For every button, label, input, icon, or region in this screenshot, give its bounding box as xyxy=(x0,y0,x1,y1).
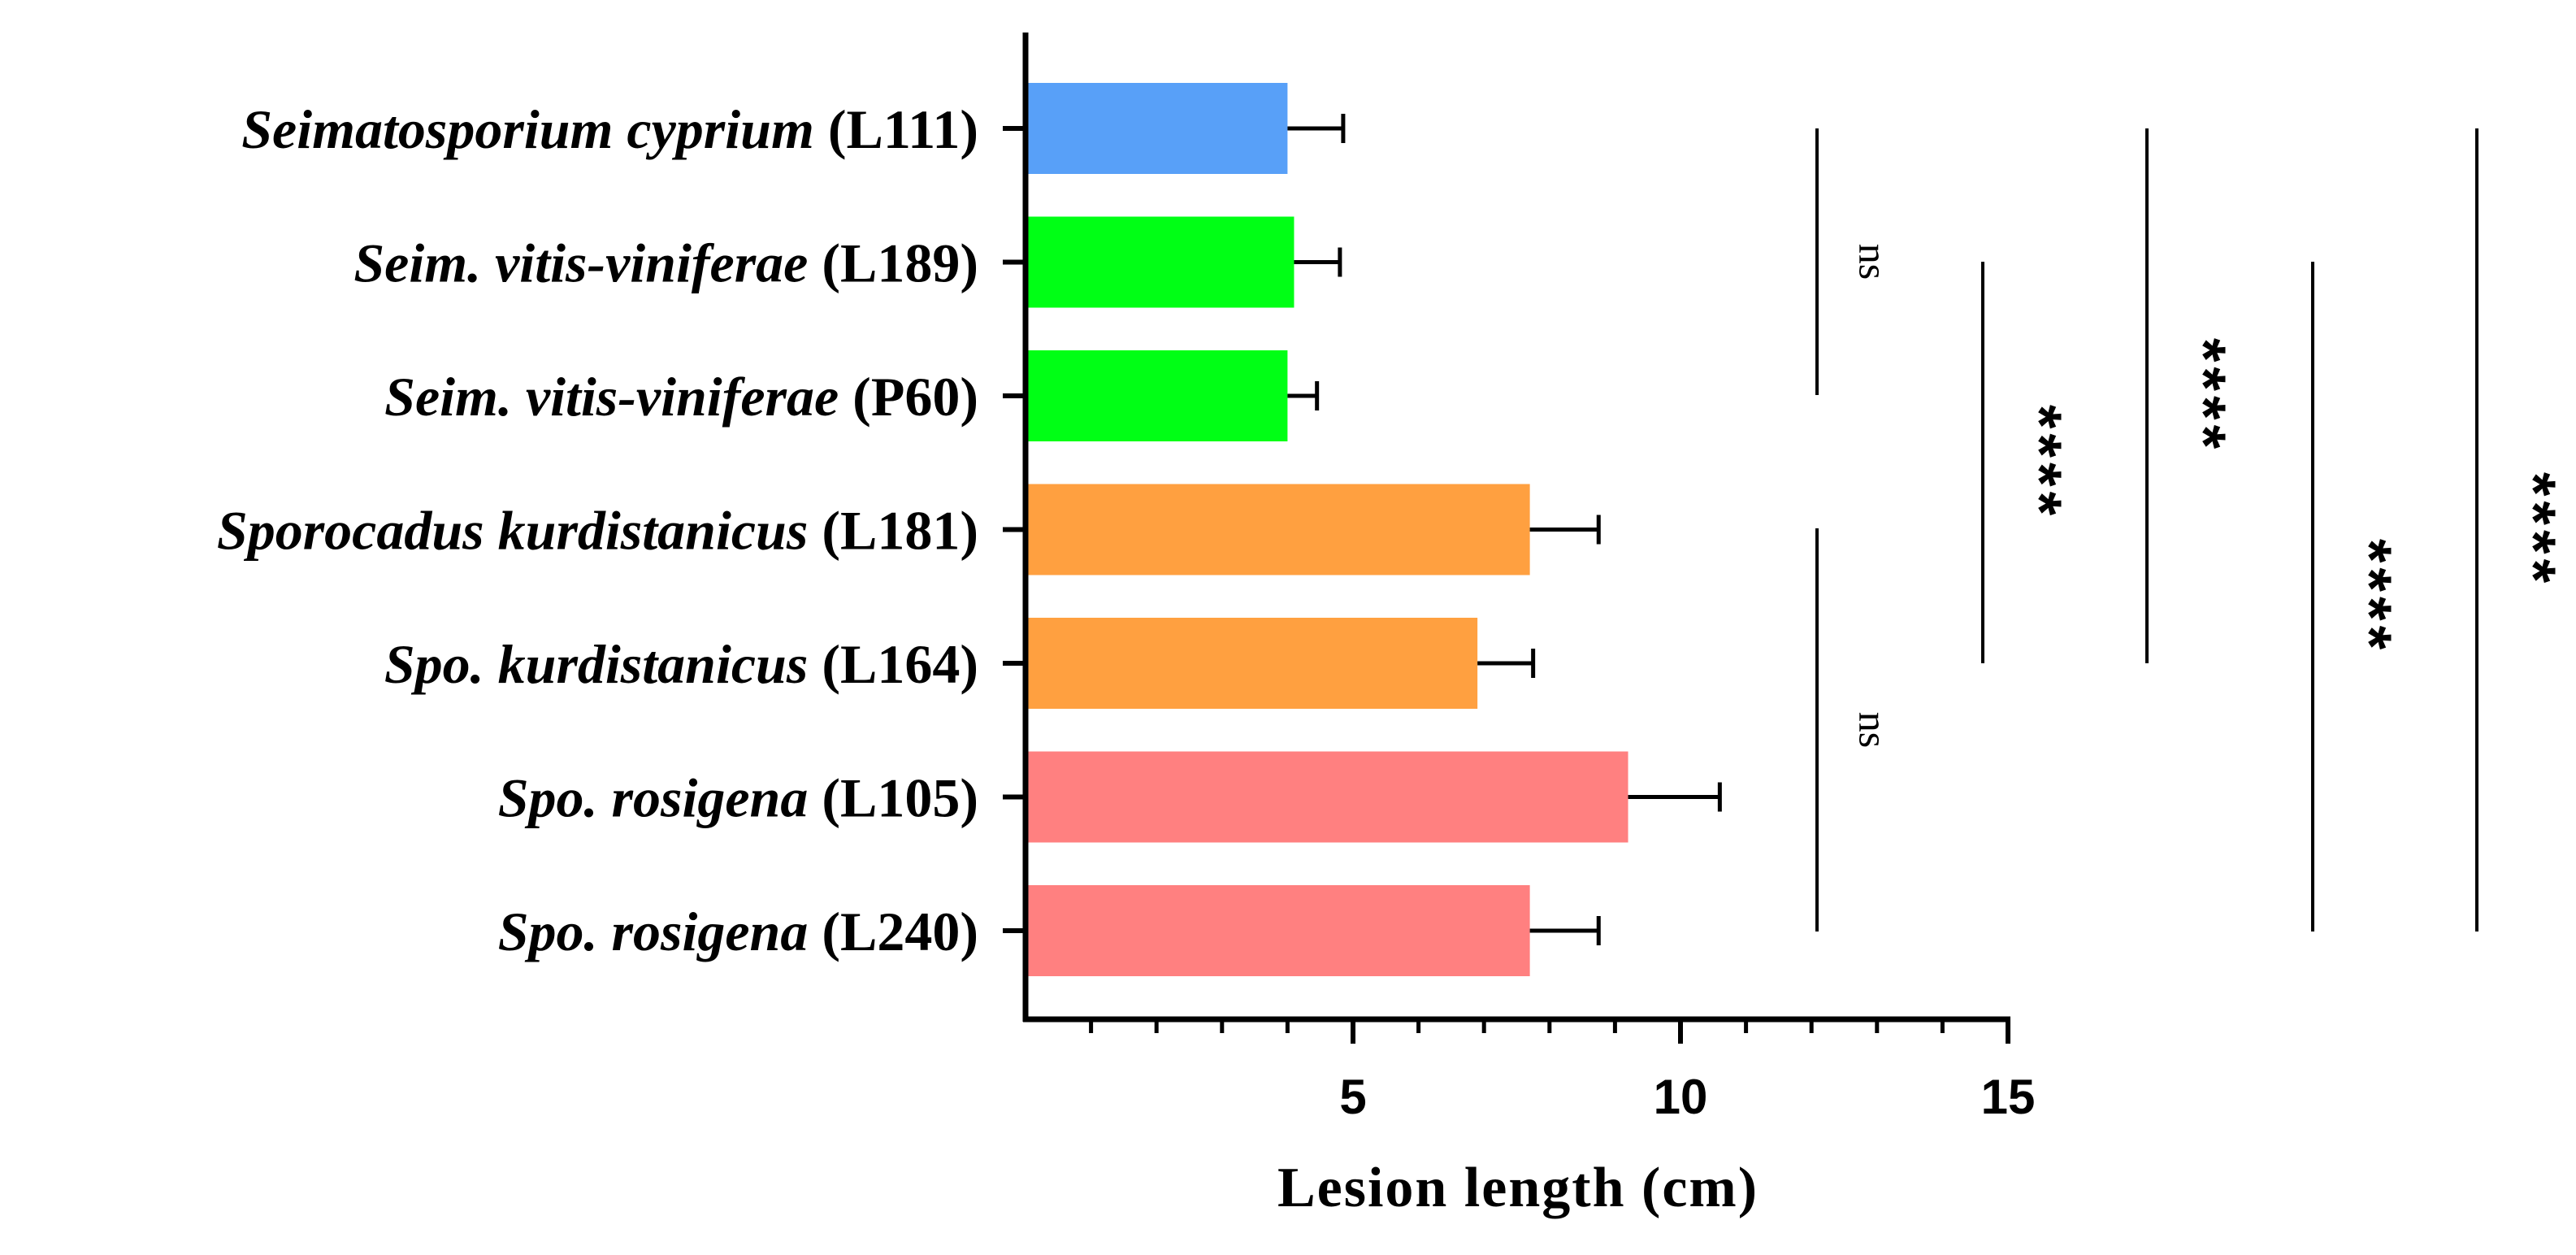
category-species: Seim. vitis-viniferae xyxy=(353,232,822,294)
axes-group: 5 10 15 xyxy=(1003,33,2035,1124)
category-code: (L111) xyxy=(828,98,978,160)
category-label: Spo. rosigena (L105) xyxy=(498,767,978,829)
bar xyxy=(1026,216,1295,308)
category-label: Sporocadus kurdistanicus (L181) xyxy=(217,500,978,562)
category-species: Spo. rosigena xyxy=(498,767,822,829)
category-species: Spo. rosigena xyxy=(498,901,822,962)
bar xyxy=(1026,83,1288,174)
significance-ns-label: ns xyxy=(1851,244,1897,280)
significance-star-label: **** xyxy=(2499,472,2568,588)
category-species: Seimatosporium cyprium xyxy=(241,98,828,160)
significance-star-label: **** xyxy=(2335,539,2404,654)
bar xyxy=(1026,484,1530,575)
category-label: Spo. rosigena (L240) xyxy=(498,901,978,962)
category-code: (L189) xyxy=(822,232,978,294)
category-labels-group: Seimatosporium cyprium (L111) Seim. vitis… xyxy=(217,98,978,962)
bars-group xyxy=(1026,83,1628,976)
category-code: (P60) xyxy=(852,366,978,428)
category-label: Spo. kurdistanicus (L164) xyxy=(384,633,978,695)
significance-ns-label: ns xyxy=(1851,712,1897,748)
category-code: (L240) xyxy=(822,901,978,962)
category-species: Sporocadus kurdistanicus xyxy=(217,500,822,562)
error-bars-group xyxy=(1287,114,1722,945)
significance-star-label: **** xyxy=(2005,405,2074,520)
significance-star-label: **** xyxy=(2169,338,2238,454)
x-tick-label: 5 xyxy=(1339,1070,1366,1124)
bar xyxy=(1026,618,1478,709)
x-tick-label: 15 xyxy=(1981,1070,2036,1124)
bar xyxy=(1026,751,1628,843)
bar xyxy=(1026,885,1530,976)
category-species: Spo. kurdistanicus xyxy=(384,633,822,695)
bar xyxy=(1026,350,1288,441)
category-species: Seim. vitis-viniferae xyxy=(384,366,852,428)
category-label: Seim. vitis-viniferae (L189) xyxy=(353,232,978,294)
x-tick-label: 10 xyxy=(1654,1070,1708,1124)
category-label: Seim. vitis-viniferae (P60) xyxy=(384,366,978,428)
category-code: (L181) xyxy=(822,500,978,562)
category-label: Seimatosporium cyprium (L111) xyxy=(241,98,978,160)
category-code: (L164) xyxy=(822,633,978,695)
category-code: (L105) xyxy=(822,767,978,829)
x-axis-title: Lesion length (cm) xyxy=(1277,1157,1759,1219)
significance-group: ns **** **** ns **** **** xyxy=(1815,128,2568,931)
